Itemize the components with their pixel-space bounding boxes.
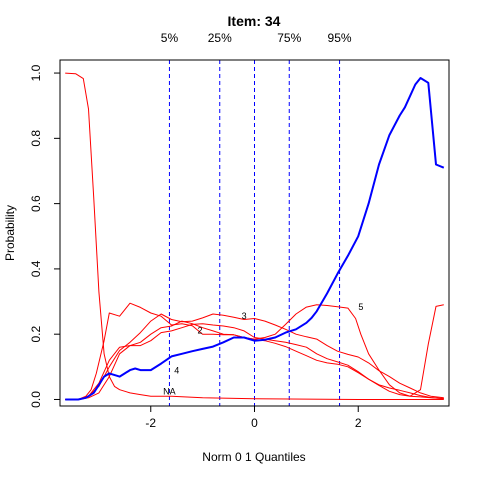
x-tick-label: 0 <box>251 416 258 430</box>
y-tick-label: 1.0 <box>29 64 43 81</box>
quantile-labels: 5% 25% 75% 95% <box>161 31 352 45</box>
chart-title: Item: 34 <box>228 13 281 29</box>
quantile-lines <box>168 60 341 406</box>
y-tick-label: 0.0 <box>29 391 43 408</box>
quantile-label: 5% <box>161 31 179 45</box>
curve-label: 2 <box>198 325 203 335</box>
key-curve <box>65 77 445 401</box>
curve-label: 3 <box>242 311 247 321</box>
curve-label: 5 <box>358 302 363 312</box>
y-tick-label: 0.2 <box>29 326 43 343</box>
curve-label: NA <box>163 386 176 396</box>
curve-labels: NA 2 3 4 5 <box>163 302 363 396</box>
x-tick-label: 2 <box>355 416 362 430</box>
x-axis-title: Norm 0 1 Quantiles <box>202 450 305 464</box>
y-tick-label: 0.6 <box>29 195 43 212</box>
quantile-label: 25% <box>208 31 232 45</box>
y-tick-label: 0.4 <box>29 260 43 277</box>
y-axis: 0.0 0.2 0.4 0.6 0.8 1.0 <box>29 64 61 408</box>
y-tick-label: 0.8 <box>29 130 43 147</box>
quantile-label: 75% <box>277 31 301 45</box>
curves <box>65 72 445 401</box>
x-axis: -2 0 2 <box>145 405 362 430</box>
y-axis-title: Probability <box>3 205 17 261</box>
x-tick-label: -2 <box>145 416 156 430</box>
quantile-label: 95% <box>328 31 352 45</box>
curve-label: 4 <box>174 366 179 376</box>
option-curve-5 <box>65 304 444 400</box>
option-curve-NA <box>65 72 444 400</box>
